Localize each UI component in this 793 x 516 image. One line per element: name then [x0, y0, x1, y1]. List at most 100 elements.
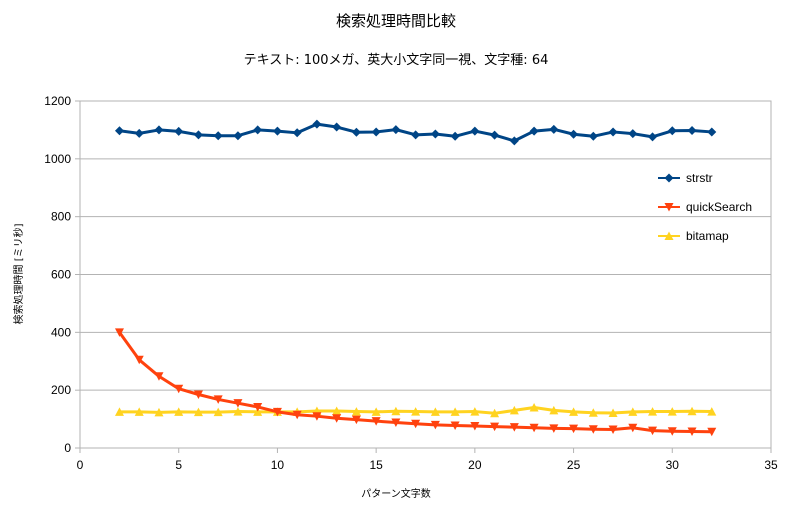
data-point-bitamap — [430, 407, 440, 416]
plot-area: 0 200 400 600 800 1000 1200 0 5 10 15 20 25 30 35 — [44, 94, 778, 472]
data-point-bitamap — [114, 407, 124, 416]
x-tick-label: 25 — [567, 458, 581, 472]
data-point-quickSearch — [529, 423, 539, 433]
x-tick-label: 35 — [764, 458, 778, 472]
data-point-strstr — [490, 130, 500, 140]
data-point-bitamap — [667, 407, 677, 416]
data-point-quickSearch — [391, 418, 401, 428]
data-point-bitamap — [193, 407, 203, 417]
legend-marker-quickSearch — [664, 203, 674, 212]
data-point-strstr — [174, 126, 184, 136]
data-point-bitamap — [628, 407, 638, 416]
data-point-quickSearch — [450, 421, 460, 430]
data-point-strstr — [588, 131, 598, 141]
data-point-quickSearch — [371, 417, 381, 426]
legend: strstr quickSearch bitamap — [658, 171, 752, 243]
x-axis-title: パターン文字数 — [361, 487, 431, 500]
y-tick-label: 1000 — [44, 152, 71, 166]
data-point-strstr — [687, 125, 697, 135]
data-point-bitamap — [588, 408, 598, 417]
data-point-quickSearch — [687, 427, 697, 437]
data-point-quickSearch — [569, 424, 579, 434]
data-point-quickSearch — [312, 412, 322, 421]
data-point-strstr — [233, 131, 243, 141]
data-point-strstr — [470, 126, 480, 136]
data-point-bitamap — [648, 407, 658, 416]
y-tick-label: 800 — [51, 210, 71, 224]
data-point-quickSearch — [174, 384, 184, 394]
data-point-strstr — [450, 131, 460, 141]
y-tick-label: 200 — [51, 383, 71, 397]
gridlines — [80, 158, 771, 391]
x-tick-label: 5 — [175, 458, 182, 472]
data-point-quickSearch — [490, 422, 500, 432]
data-point-bitamap — [154, 407, 164, 417]
data-point-strstr — [628, 129, 638, 139]
data-point-quickSearch — [332, 414, 342, 423]
x-tick-label: 20 — [468, 458, 482, 472]
legend-item-quickSearch: quickSearch — [658, 200, 752, 214]
data-point-strstr — [430, 129, 440, 139]
y-tick-label: 600 — [51, 268, 71, 282]
chart-subtitle: テキスト: 100メガ、英大小文字同一視、文字種: 64 — [244, 52, 549, 68]
data-point-bitamap — [509, 405, 519, 415]
series-layer — [114, 119, 717, 437]
data-point-quickSearch — [667, 427, 677, 436]
legend-item-strstr: strstr — [658, 171, 713, 185]
data-point-bitamap — [332, 406, 342, 415]
data-point-strstr — [411, 130, 421, 140]
data-point-bitamap — [687, 406, 697, 416]
data-point-bitamap — [529, 403, 539, 412]
chart-title: 検索処理時間比較 — [336, 12, 456, 30]
legend-label: bitamap — [686, 229, 729, 243]
data-point-strstr — [193, 130, 203, 140]
data-point-strstr — [351, 127, 361, 137]
data-point-strstr — [312, 119, 322, 129]
data-point-quickSearch — [411, 419, 421, 429]
data-point-quickSearch — [549, 424, 559, 433]
data-point-bitamap — [450, 407, 460, 416]
data-point-quickSearch — [707, 427, 717, 437]
data-point-bitamap — [174, 407, 184, 416]
x-tick-label: 15 — [369, 458, 383, 472]
data-point-quickSearch — [351, 415, 361, 425]
data-point-strstr — [569, 129, 579, 139]
data-point-bitamap — [233, 407, 243, 416]
data-point-strstr — [371, 127, 381, 137]
data-point-quickSearch — [470, 422, 480, 431]
data-point-strstr — [549, 124, 559, 134]
data-point-bitamap — [371, 407, 381, 416]
data-point-strstr — [292, 128, 302, 138]
data-point-strstr — [391, 125, 401, 135]
data-point-quickSearch — [193, 390, 203, 400]
data-point-quickSearch — [272, 407, 282, 417]
data-point-quickSearch — [154, 372, 164, 381]
data-point-quickSearch — [253, 402, 263, 412]
data-point-quickSearch — [134, 355, 144, 365]
legend-item-bitamap: bitamap — [658, 229, 729, 243]
data-point-bitamap — [391, 406, 401, 416]
data-point-quickSearch — [628, 423, 638, 433]
data-point-bitamap — [253, 407, 263, 416]
data-point-quickSearch — [233, 399, 243, 408]
data-point-bitamap — [213, 407, 223, 417]
data-point-strstr — [134, 128, 144, 138]
data-point-strstr — [608, 127, 618, 137]
data-point-strstr — [213, 131, 223, 141]
x-tick-label: 0 — [77, 458, 84, 472]
y-axis-title: 検索処理時間 [ミリ秒] — [12, 223, 25, 324]
data-point-bitamap — [411, 407, 421, 416]
data-point-strstr — [707, 127, 717, 137]
data-point-strstr — [253, 125, 263, 135]
data-point-quickSearch — [114, 328, 124, 337]
x-tick-label: 30 — [666, 458, 680, 472]
data-point-bitamap — [707, 407, 717, 416]
series-strstr — [114, 119, 717, 146]
x-axis-ticks: 0 5 10 15 20 25 30 35 — [77, 448, 778, 472]
legend-marker-strstr — [664, 173, 674, 183]
legend-label: quickSearch — [686, 200, 752, 214]
data-point-bitamap — [608, 408, 618, 418]
data-point-bitamap — [351, 407, 361, 416]
data-point-strstr — [114, 126, 124, 136]
data-point-quickSearch — [608, 425, 618, 434]
